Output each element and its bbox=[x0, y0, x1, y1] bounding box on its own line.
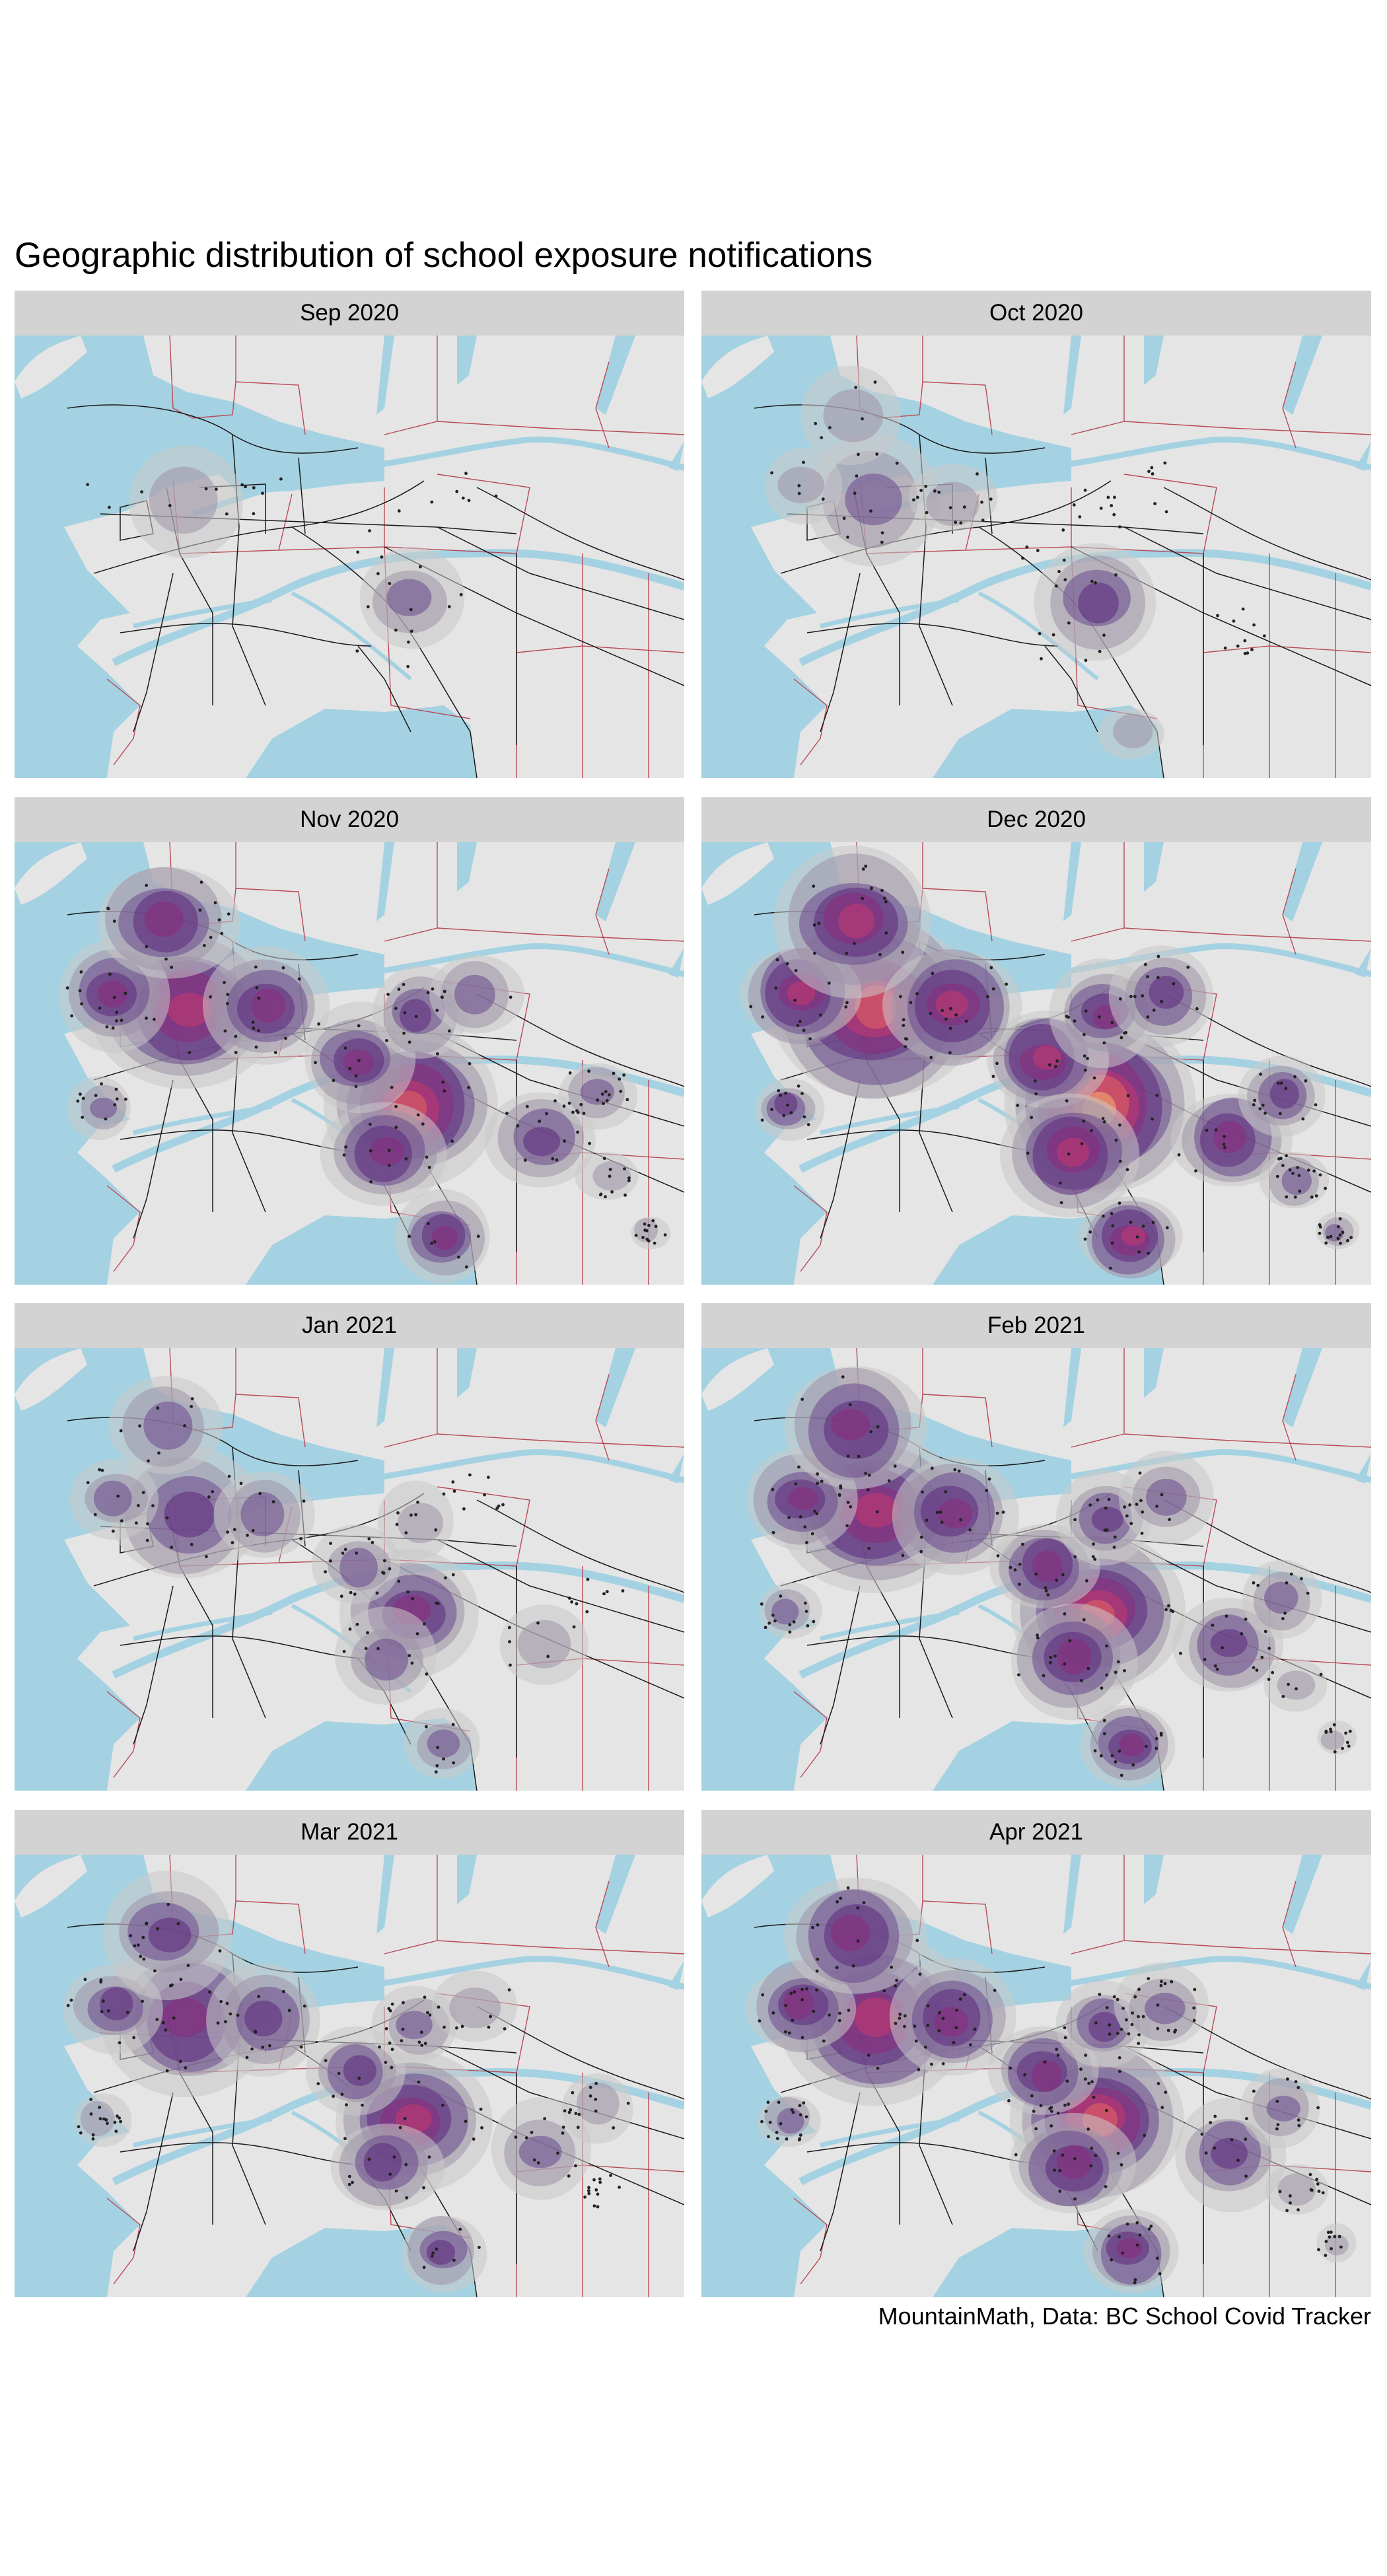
facet-strip-label: Jan 2021 bbox=[15, 1303, 684, 1348]
facet-panel: Sep 2020 bbox=[15, 291, 684, 778]
facet-panel: Oct 2020 bbox=[701, 291, 1371, 778]
facet-strip-label: Apr 2021 bbox=[701, 1810, 1371, 1855]
density-map bbox=[15, 1348, 684, 1791]
facet-strip-label: Dec 2020 bbox=[701, 797, 1371, 842]
density-map bbox=[15, 336, 684, 778]
facet-panel: Jan 2021 bbox=[15, 1303, 684, 1791]
facet-strip-label: Sep 2020 bbox=[15, 291, 684, 336]
density-map bbox=[15, 1855, 684, 2297]
density-map bbox=[701, 842, 1371, 1285]
facet-strip-label: Feb 2021 bbox=[701, 1303, 1371, 1348]
density-map bbox=[701, 1855, 1371, 2297]
source-caption: MountainMath, Data: BC School Covid Trac… bbox=[878, 2303, 1371, 2330]
density-map bbox=[701, 1348, 1371, 1791]
facet-panel: Feb 2021 bbox=[701, 1303, 1371, 1791]
facet-strip-label: Mar 2021 bbox=[15, 1810, 684, 1855]
density-map bbox=[701, 336, 1371, 778]
facet-strip-label: Oct 2020 bbox=[701, 291, 1371, 336]
chart-title: Geographic distribution of school exposu… bbox=[15, 236, 873, 275]
facet-panel: Apr 2021 bbox=[701, 1810, 1371, 2297]
facet-panel: Nov 2020 bbox=[15, 797, 684, 1285]
facet-panel: Mar 2021 bbox=[15, 1810, 684, 2297]
facet-panel: Dec 2020 bbox=[701, 797, 1371, 1285]
density-map bbox=[15, 842, 684, 1285]
facet-strip-label: Nov 2020 bbox=[15, 797, 684, 842]
